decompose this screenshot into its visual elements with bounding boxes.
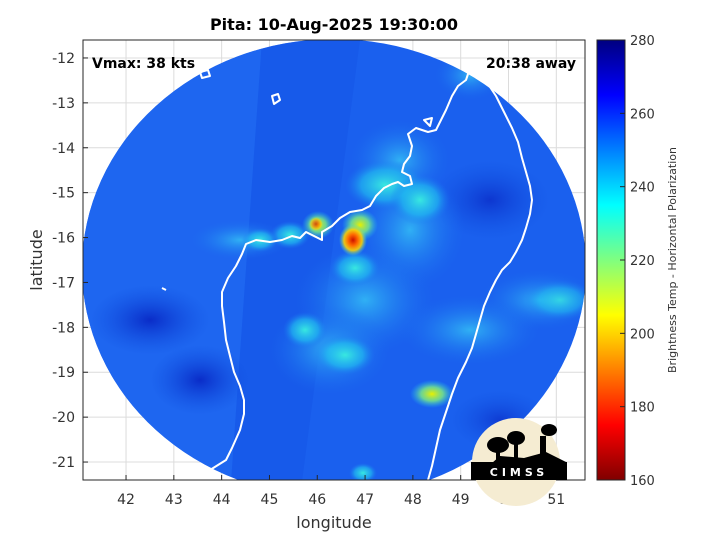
y-axis-ticks: -12 -13 -14 -15 -16 -17 -18 -19 -20 -21 [52,51,88,471]
x-tick-label: 47 [356,492,374,508]
y-tick-label: -17 [52,275,75,291]
vmax-label: Vmax: 38 kts [92,56,195,72]
axes-box [82,39,586,481]
y-tick-label: -18 [52,320,75,336]
colorbar-label: Brightness Temp - Horizontal Polarizatio… [666,147,679,373]
coastline [161,67,533,480]
x-tick-label: 49 [452,492,470,508]
y-tick-label: -21 [52,455,75,471]
y-tick-label: -15 [52,186,75,202]
y-tick-label: -16 [52,231,75,247]
time-away-label: 20:38 away [486,56,576,72]
y-tick-label: -20 [52,410,75,426]
x-tick-label: 46 [308,492,326,508]
y-tick-label: -14 [52,141,75,157]
cimss-logo-text: CIMSS [490,466,548,479]
y-axis-label: latitude [27,229,46,290]
colorbar-tick-label: 160 [630,474,655,489]
colorbar-tick-label: 260 [630,107,655,122]
x-tick-label: 51 [547,492,565,508]
x-tick-label: 43 [165,492,183,508]
x-tick-label: 45 [261,492,279,508]
colorbar-tick-label: 240 [630,181,655,196]
x-axis-label: longitude [296,513,371,532]
x-tick-label: 42 [117,492,135,508]
cimss-logo: CIMSS [471,418,567,506]
colorbar-tick-label: 180 [630,401,655,416]
colorbar-ticks: 280 260 240 220 200 180 160 [620,34,655,489]
x-tick-label: 48 [404,492,422,508]
y-tick-label: -13 [52,96,75,112]
colorbar-tick-label: 280 [630,34,655,49]
plot-title: Pita: 10-Aug-2025 19:30:00 [210,15,458,34]
y-tick-label: -12 [52,51,75,67]
y-tick-label: -19 [52,365,75,381]
x-tick-label: 44 [213,492,231,508]
colorbar-tick-label: 200 [630,327,655,342]
colorbar-tick-label: 220 [630,254,655,269]
